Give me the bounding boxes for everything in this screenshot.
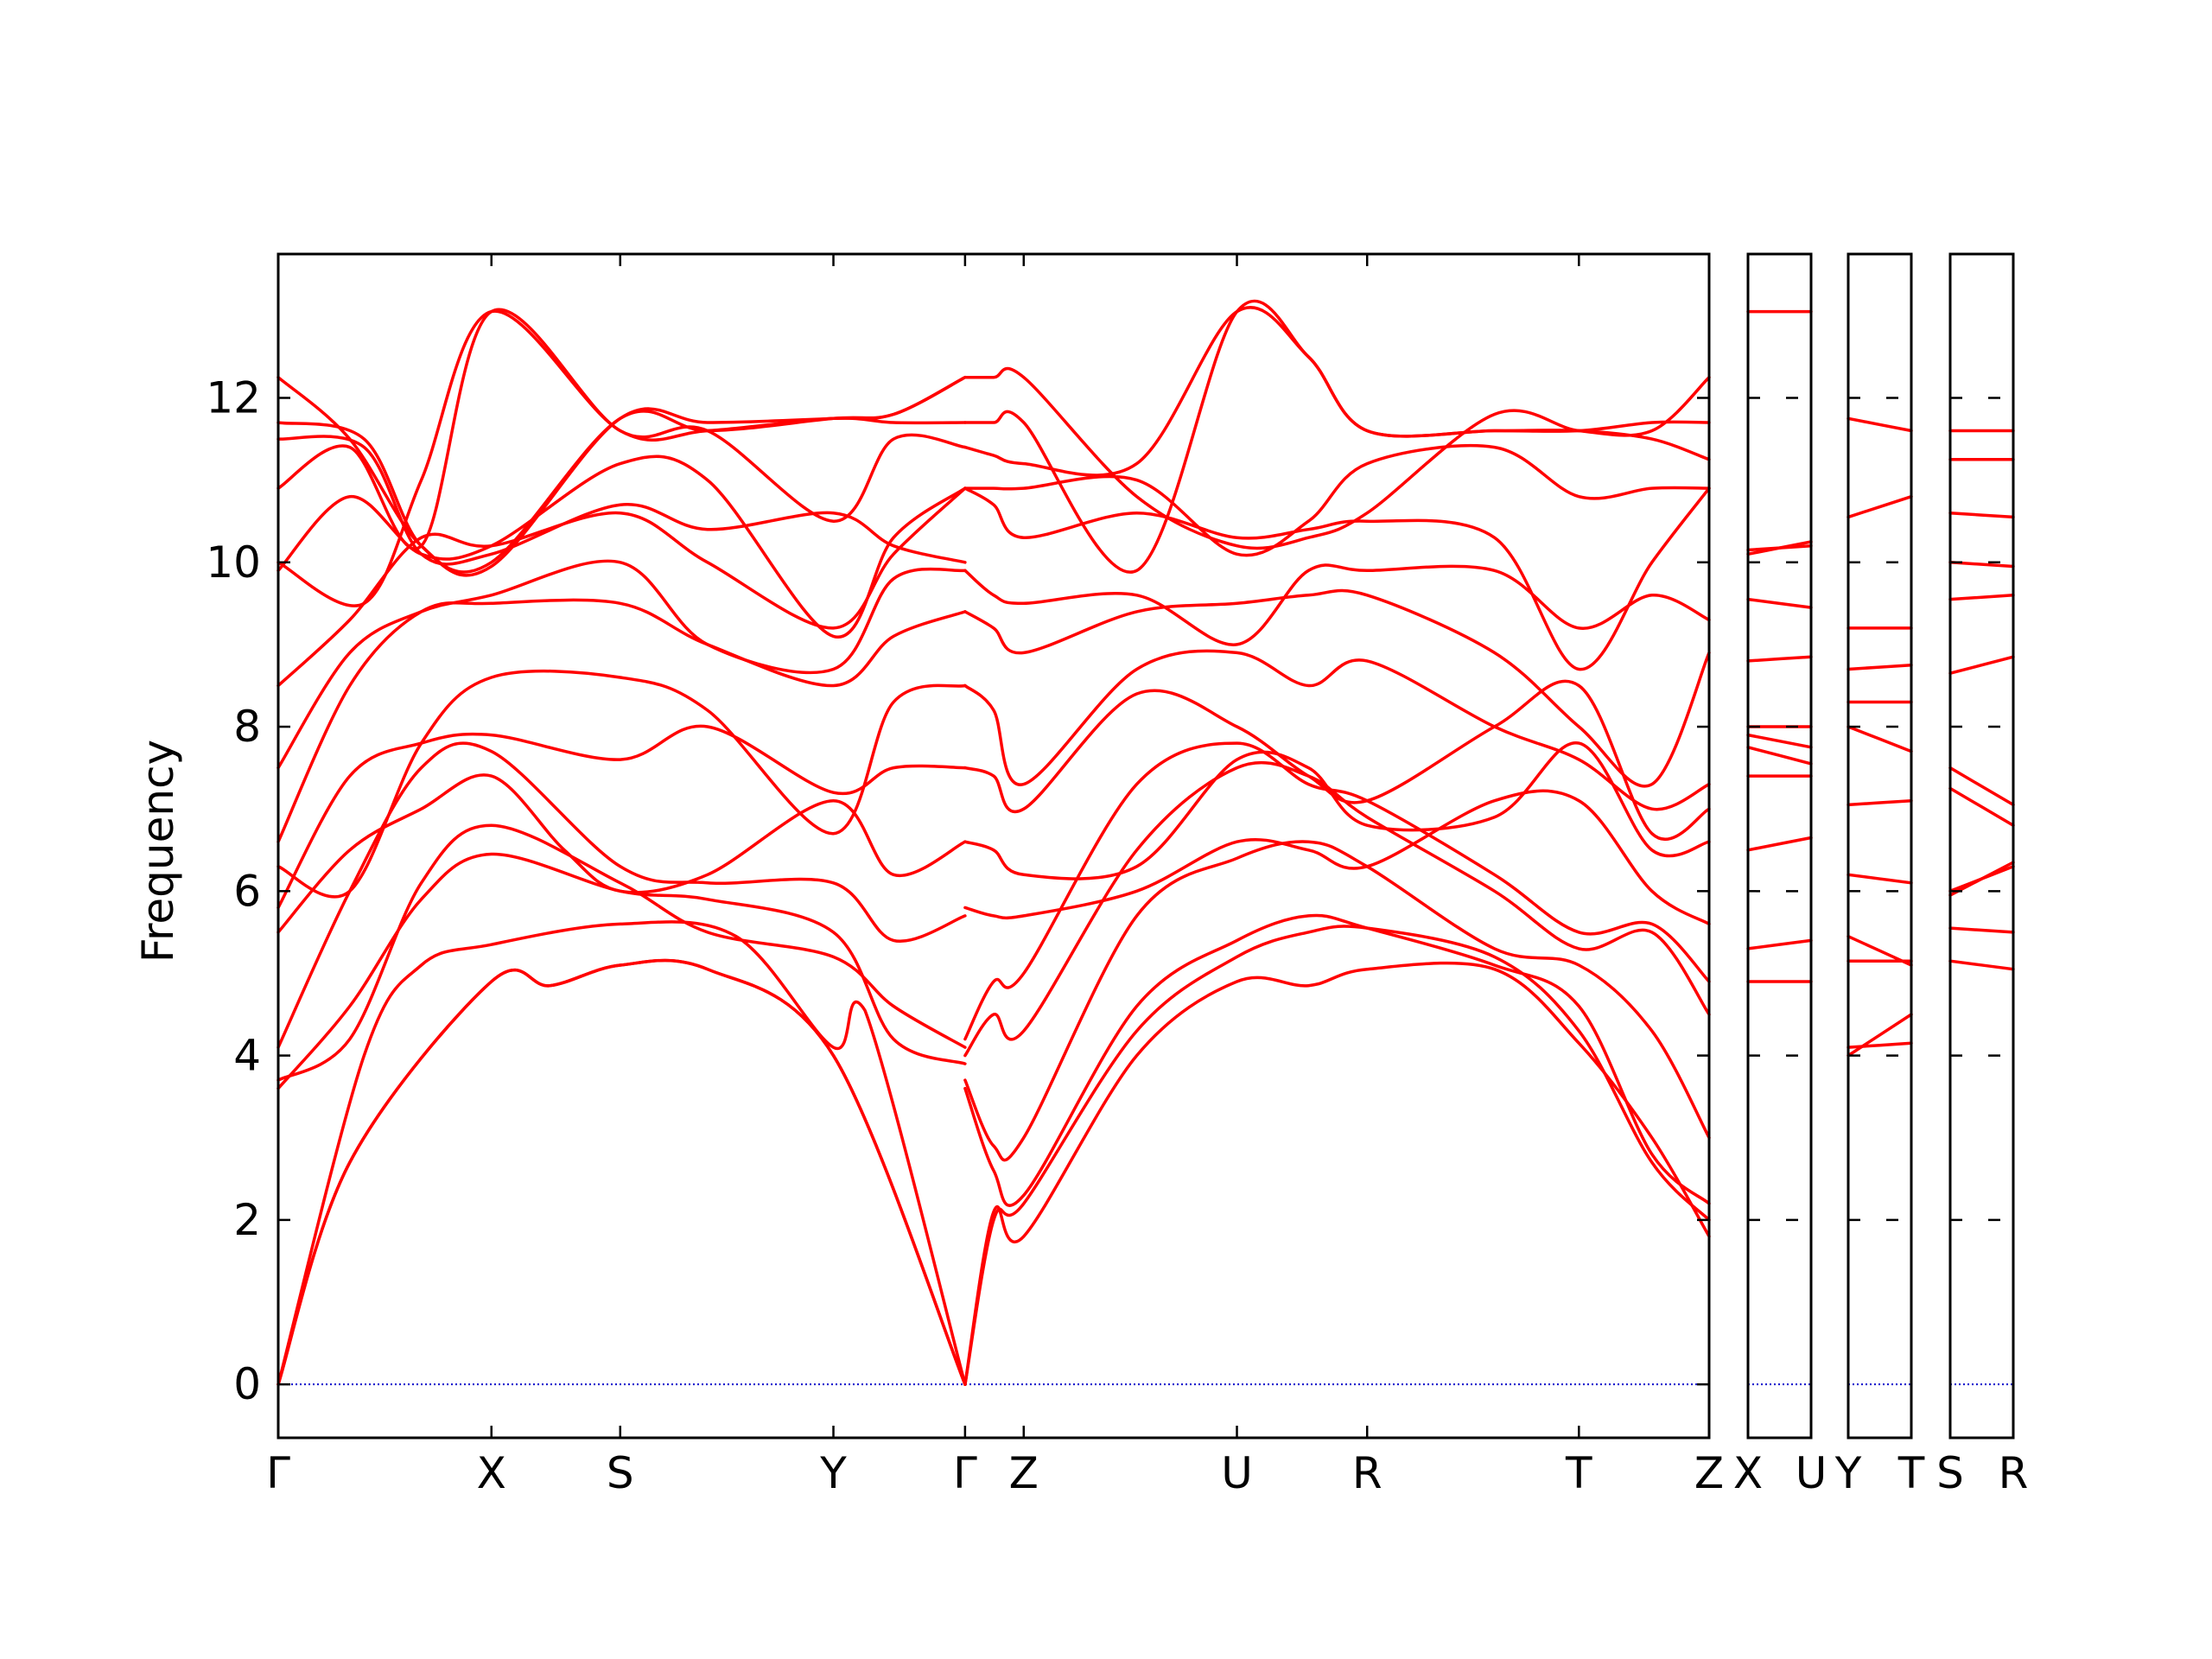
band-line-64	[1948, 594, 2015, 601]
band-line-58	[1847, 1013, 1913, 1058]
band-line-6	[276, 741, 967, 1049]
band-line-11	[276, 559, 967, 770]
x-tick-label: Z	[1009, 1448, 1039, 1498]
band-line-10	[276, 598, 967, 843]
band-line-40	[1746, 655, 1813, 663]
x-tick-label: R	[1999, 1448, 2029, 1498]
band-line-56	[1847, 934, 1913, 967]
band-line-5	[276, 823, 967, 1082]
x-tick-label: X	[1733, 1448, 1763, 1498]
band-line-29	[963, 588, 1711, 788]
band-line-48	[1847, 416, 1913, 433]
panel-frames	[276, 252, 2015, 1440]
band-line-19	[963, 961, 1711, 1386]
axis-ticks	[276, 254, 2013, 1438]
band-lines	[276, 299, 2015, 1386]
band-line-49	[1847, 494, 1913, 519]
panel-frame-3	[1847, 252, 1913, 1440]
x-tick-label: Y	[1834, 1448, 1862, 1498]
x-tick-label: Γ	[953, 1448, 977, 1498]
x-tick-label: X	[477, 1448, 506, 1498]
x-tick-label: Y	[819, 1448, 847, 1498]
band-line-31	[963, 486, 1711, 671]
band-line-22	[963, 840, 1711, 1162]
band-line-46	[1746, 938, 1813, 950]
panel-frame-2	[1746, 252, 1813, 1440]
band-line-2	[276, 958, 967, 1386]
band-line-43	[1746, 746, 1813, 766]
band-line-45	[1746, 836, 1813, 852]
band-line-7	[276, 773, 967, 934]
x-tick-label: U	[1796, 1448, 1827, 1498]
band-line-71	[1948, 959, 2015, 971]
band-line-13	[276, 454, 967, 639]
band-line-42	[1746, 733, 1813, 749]
band-line-21	[963, 913, 1711, 1207]
x-tick-label: T	[1565, 1448, 1592, 1498]
band-line-62	[1948, 511, 2015, 519]
band-line-26	[963, 741, 1711, 880]
band-line-9	[276, 669, 967, 899]
band-line-27	[963, 679, 1711, 842]
band-line-66	[1948, 766, 2015, 807]
band-line-28	[963, 649, 1711, 811]
band-line-16	[276, 435, 967, 566]
band-line-8	[276, 724, 967, 910]
band-line-67	[1948, 786, 2015, 827]
band-line-18	[276, 375, 967, 577]
x-tick-label: Γ	[266, 1448, 290, 1498]
x-tick-label: R	[1352, 1448, 1382, 1498]
band-line-55	[1847, 873, 1913, 885]
panel-frame-4	[1948, 252, 2015, 1440]
band-line-65	[1948, 655, 2015, 675]
band-line-38	[1746, 540, 1813, 556]
x-tick-label: S	[1936, 1448, 1964, 1498]
y-tick-label: 4	[233, 1031, 261, 1081]
y-tick-label: 0	[233, 1359, 261, 1409]
band-line-25	[963, 789, 1711, 926]
band-line-59	[1847, 1041, 1913, 1049]
band-line-30	[963, 563, 1711, 646]
band-line-35	[963, 366, 1711, 550]
y-tick-label: 12	[206, 372, 261, 423]
y-tick-label: 8	[233, 702, 261, 752]
band-line-1	[276, 958, 967, 1386]
band-line-3	[276, 920, 967, 1386]
band-line-54	[1847, 798, 1913, 807]
panel-frame-1	[276, 252, 1711, 1440]
band-line-33	[963, 305, 1711, 477]
y-tick-label: 6	[233, 866, 261, 916]
y-axis-label: Frequency	[133, 740, 183, 963]
band-line-32	[963, 444, 1711, 557]
y-tick-label: 10	[206, 537, 261, 588]
band-line-53	[1847, 725, 1913, 753]
x-tick-label: Z	[1694, 1448, 1724, 1498]
band-line-20	[963, 925, 1711, 1386]
band-line-70	[1948, 926, 2015, 934]
band-line-51	[1847, 663, 1913, 671]
band-line-24	[963, 741, 1711, 1041]
y-tick-label: 2	[233, 1195, 261, 1245]
y-tick-labels: 0 2 4 6 8 10 12	[206, 372, 261, 1409]
band-line-69	[1948, 861, 2015, 897]
band-line-23	[963, 760, 1711, 1058]
x-tick-label: U	[1221, 1448, 1253, 1498]
x-tick-label: S	[607, 1448, 634, 1498]
x-tick-label: T	[1897, 1448, 1925, 1498]
band-line-39	[1746, 597, 1813, 609]
